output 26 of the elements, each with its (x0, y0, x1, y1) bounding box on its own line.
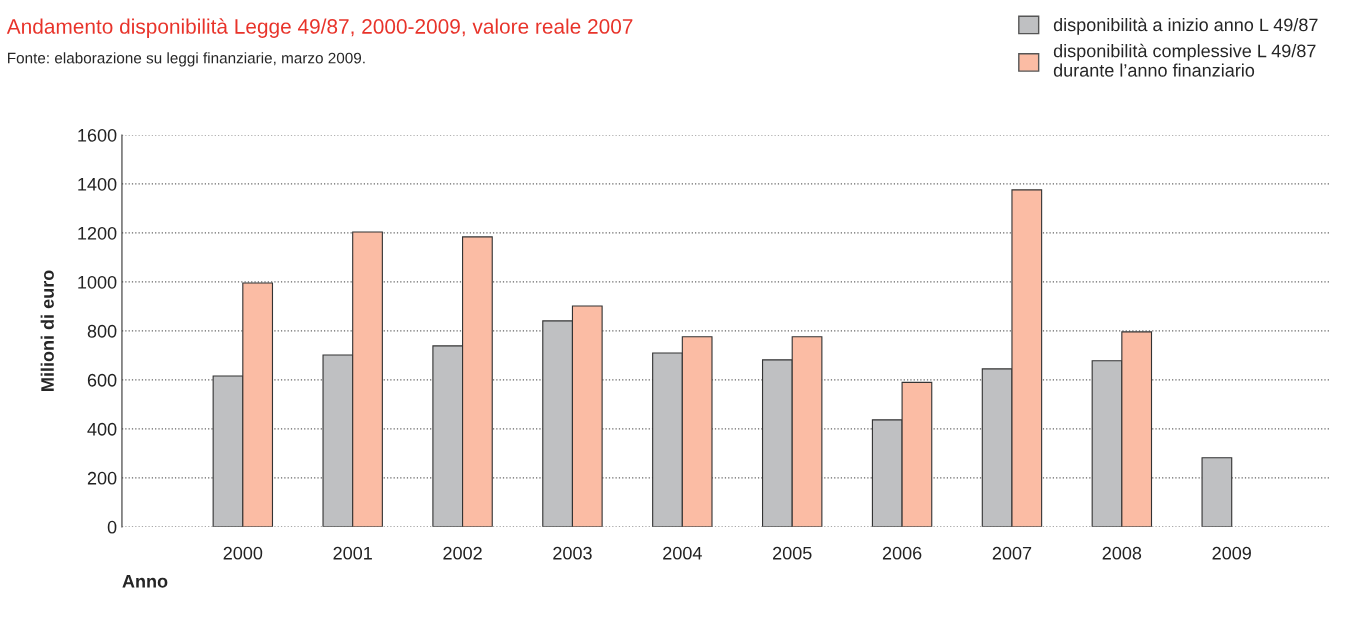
x-tick-label: 2000 (223, 546, 263, 560)
x-tick-label: 2004 (663, 546, 702, 560)
y-tick-label: 1000 (78, 275, 117, 289)
y-tick-label: 1600 (78, 128, 117, 142)
x-tick-label: 2006 (882, 546, 922, 560)
y-tick-label: 0 (107, 520, 117, 534)
x-tick-label: 2001 (333, 546, 372, 560)
y-tick-label: 200 (87, 471, 117, 485)
x-tick-label: 2008 (1102, 546, 1142, 560)
y-tick-label: 600 (87, 373, 117, 387)
source-note: Fonte: elaborazione su leggi finanziarie, marzo 2009. (8, 52, 365, 67)
y-tick-label: 1200 (78, 226, 117, 240)
y-tick-label: 800 (87, 324, 117, 338)
legend-label: disponibilità a inizio anno L 49/87 (1053, 17, 1318, 35)
legend-label: disponibilità complessive L 49/87 durante l’anno finanziario (1053, 43, 1316, 77)
x-tick-label: 2002 (443, 546, 482, 560)
y-axis-title: Milioni di euro (40, 270, 54, 391)
x-tick-label: 2005 (773, 546, 812, 560)
x-tick-label: 2009 (1212, 546, 1251, 560)
x-tick-label: 2007 (992, 546, 1032, 560)
y-tick-label: 400 (87, 422, 117, 436)
y-tick-label: 1400 (78, 177, 117, 191)
chart-title: Andamento disponibilità Legge 49/87, 2000-2009, valore reale 2007 (6, 18, 633, 38)
bar (1201, 457, 1233, 527)
x-tick-label: 2003 (553, 546, 592, 560)
x-axis-title: Anno (122, 575, 168, 588)
